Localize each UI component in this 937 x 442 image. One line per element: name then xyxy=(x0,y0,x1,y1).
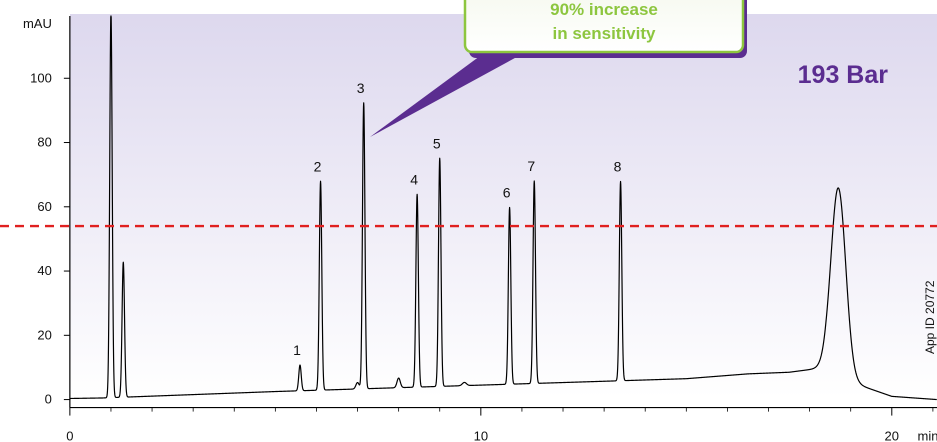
plot-background xyxy=(70,14,937,398)
peak-label-5: 5 xyxy=(433,135,441,151)
y-tick-label: 40 xyxy=(37,263,51,278)
x-tick-label: 10 xyxy=(474,429,488,442)
callout-line-2: in sensitivity xyxy=(553,24,657,43)
callout-line-1: 90% increase xyxy=(550,0,658,19)
y-axis-label: mAU xyxy=(23,16,52,31)
y-tick-label: 100 xyxy=(30,70,52,85)
sensitivity-callout: 90% increase in sensitivity xyxy=(370,0,747,137)
app-id: App ID 20772 xyxy=(923,280,937,354)
x-tick-label: 20 xyxy=(885,429,899,442)
y-tick-label: 0 xyxy=(45,392,52,407)
pressure-label: 193 Bar xyxy=(798,61,889,89)
peak-label-1: 1 xyxy=(293,342,301,358)
callout-box xyxy=(463,0,745,54)
x-tick-label: 0 xyxy=(66,429,73,442)
chromatogram-trace xyxy=(69,15,937,401)
peak-label-4: 4 xyxy=(410,171,418,187)
peak-label-2: 2 xyxy=(314,158,322,174)
y-tick-label: 60 xyxy=(37,199,51,214)
y-tick-label: 80 xyxy=(37,135,51,150)
peak-label-7: 7 xyxy=(527,158,535,174)
y-tick-label: 20 xyxy=(37,327,51,342)
peak-label-3: 3 xyxy=(357,80,365,96)
x-axis-label: min xyxy=(918,429,937,442)
peak-labels: 1 2 3 4 5 67 8 xyxy=(293,80,622,358)
peak-label-8: 8 xyxy=(614,159,622,175)
axes: 0 20 40 60 80 100 0 10 20 mAU min xyxy=(23,16,937,442)
peak-label-6: 6 xyxy=(503,184,511,200)
